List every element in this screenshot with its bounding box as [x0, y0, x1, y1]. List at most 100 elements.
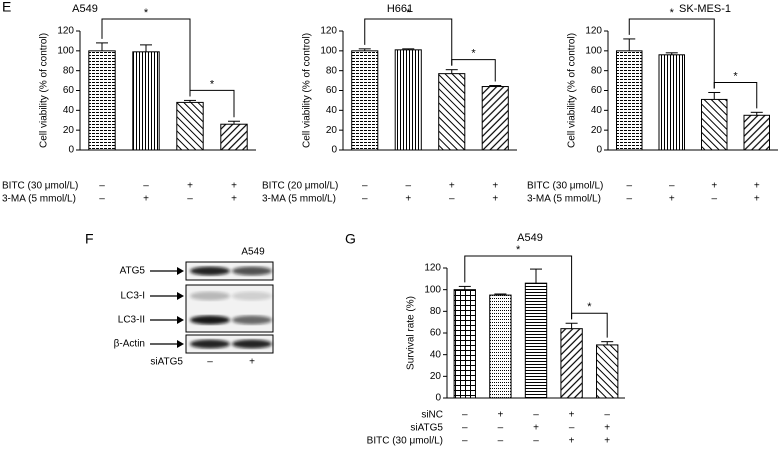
error-bar — [565, 322, 578, 329]
bar — [220, 123, 248, 151]
blot-band — [232, 315, 272, 325]
blot-arrowhead — [177, 267, 184, 275]
y-tick-label: 40 — [591, 105, 603, 116]
chart-title: A549 — [72, 3, 98, 15]
bar — [560, 328, 583, 399]
y-tick-label: 100 — [424, 284, 441, 295]
error-bar — [601, 341, 614, 345]
y-tick-label: 60 — [430, 328, 442, 339]
condition-mark: – — [569, 423, 575, 434]
blot-condition-mark: – — [207, 357, 213, 368]
condition-mark: + — [711, 181, 717, 192]
panel-label: G — [345, 231, 356, 247]
error-bar — [445, 69, 458, 74]
blot-row-label: LC3-I — [121, 291, 145, 302]
condition-mark: + — [405, 194, 411, 205]
bar — [658, 54, 685, 151]
condition-mark: + — [492, 194, 498, 205]
bar — [596, 344, 619, 399]
error-bar — [458, 285, 471, 290]
y-tick-label: 0 — [596, 145, 602, 156]
chart-title: SK-MES-1 — [679, 3, 731, 15]
y-axis-label: Cell viability (% of control) — [567, 33, 578, 148]
y-tick-label: 0 — [68, 145, 74, 156]
chart-title: H661 — [387, 3, 413, 15]
chart-title: A549 — [517, 232, 543, 244]
error-bar — [140, 44, 152, 52]
significance-bracket — [464, 255, 573, 320]
condition-mark: + — [497, 410, 503, 421]
y-tick-label: 20 — [591, 125, 603, 136]
condition-label: 3-MA (5 mmol/L) — [527, 194, 601, 205]
y-tick-label: 120 — [57, 26, 74, 37]
condition-mark: + — [231, 181, 237, 192]
condition-mark: – — [626, 181, 632, 192]
error-bar — [358, 48, 371, 51]
y-tick-label: 100 — [57, 45, 74, 56]
error-bar — [489, 85, 502, 87]
condition-label: siATG5 — [410, 423, 443, 434]
bar — [616, 50, 643, 151]
condition-label: BITC (30 μmol/L) — [367, 436, 443, 447]
condition-label: 3-MA (5 mmol/L) — [262, 194, 336, 205]
condition-mark: – — [99, 194, 105, 205]
condition-mark: – — [462, 423, 468, 434]
error-bar — [96, 42, 108, 51]
error-bar — [708, 91, 721, 100]
significance-label: * — [670, 7, 675, 19]
blot-band — [232, 266, 272, 276]
blot-band — [190, 291, 230, 301]
y-tick-label: 100 — [320, 45, 337, 56]
significance-label: * — [471, 48, 476, 60]
panel-label: F — [85, 231, 94, 247]
condition-mark: + — [569, 410, 575, 421]
bar — [524, 282, 548, 399]
y-tick-label: 20 — [430, 371, 442, 382]
condition-label: BITC (30 μmol/L) — [527, 181, 603, 192]
y-tick-label: 0 — [435, 393, 441, 404]
error-bar — [623, 38, 636, 51]
significance-bracket — [713, 81, 758, 109]
condition-mark: – — [99, 181, 105, 192]
significance-bracket — [628, 18, 715, 89]
y-tick-label: 80 — [63, 65, 75, 76]
condition-mark: – — [362, 181, 368, 192]
condition-mark: – — [143, 181, 149, 192]
condition-mark: + — [669, 194, 675, 205]
y-tick-label: 100 — [585, 45, 602, 56]
condition-mark: + — [604, 436, 610, 447]
condition-mark: – — [187, 194, 193, 205]
error-bar — [184, 99, 196, 103]
y-tick-label: 20 — [63, 125, 75, 136]
y-tick-label: 40 — [63, 105, 75, 116]
bar — [132, 51, 160, 151]
condition-mark: + — [449, 181, 455, 192]
condition-mark: – — [462, 410, 468, 421]
condition-mark: + — [533, 423, 539, 434]
y-tick-label: 20 — [326, 125, 338, 136]
condition-mark: + — [754, 194, 760, 205]
error-bar — [494, 293, 507, 296]
condition-mark: – — [533, 410, 539, 421]
blot-band — [190, 315, 230, 325]
condition-mark: + — [569, 436, 575, 447]
bar — [701, 98, 728, 151]
panel-label: E — [2, 0, 11, 15]
significance-label: * — [516, 244, 521, 256]
bar — [351, 50, 379, 151]
condition-label: 3-MA (5 mmol/L) — [2, 194, 76, 205]
bar — [481, 86, 509, 151]
condition-mark: – — [604, 410, 610, 421]
blot-arrowhead — [177, 292, 184, 300]
condition-label: BITC (20 μmol/L) — [262, 181, 338, 192]
y-tick-label: 80 — [430, 306, 442, 317]
condition-mark: + — [143, 194, 149, 205]
bar — [438, 73, 466, 151]
condition-mark: – — [362, 194, 368, 205]
significance-label: * — [406, 7, 411, 19]
y-axis-label: Survival rate (%) — [406, 296, 417, 370]
blot-condition-label: siATG5 — [150, 357, 183, 368]
blot-band — [232, 291, 272, 301]
y-tick-label: 40 — [430, 349, 442, 360]
